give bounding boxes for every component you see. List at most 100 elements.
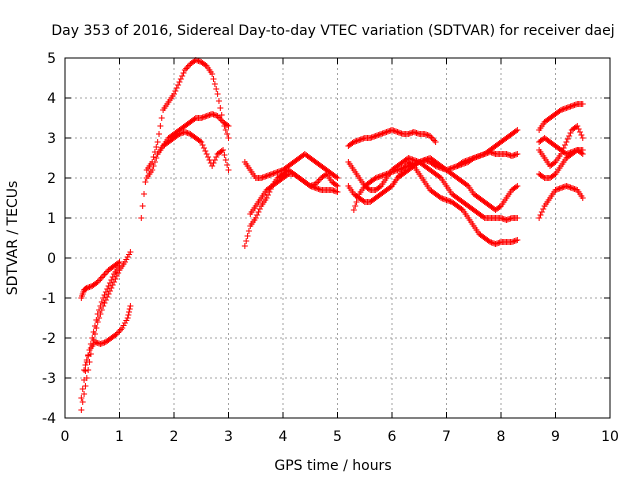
data-point [98,274,105,281]
data-point [83,359,90,365]
y-tick-label: -2 [42,331,56,347]
data-point [562,142,569,148]
x-tick-label: 9 [551,429,560,445]
data-point [215,98,222,104]
data-point [149,167,156,173]
data-point [436,174,443,180]
data-point [225,167,232,173]
chart-title: Day 353 of 2016, Sidereal Day-to-day VTE… [51,23,614,39]
x-tick-label: 7 [442,429,451,445]
data-point [142,179,149,185]
data-point [173,85,180,91]
data-point [263,195,270,201]
data-point [429,136,436,142]
data-point [222,127,229,133]
data-point [514,183,521,189]
data-point [82,368,89,374]
data-point [200,145,207,151]
data-point [224,122,231,128]
data-point [157,123,164,129]
grid [65,58,610,418]
data-point [116,263,123,269]
data-point [179,73,186,79]
data-point [353,199,360,205]
data-point [333,174,340,180]
data-point [205,154,212,160]
data-point [127,303,134,309]
data-point [151,159,158,165]
x-tick-label: 3 [224,429,233,445]
data-point [225,123,232,129]
series-sat-b [78,259,123,301]
data-point [540,174,547,180]
data-point [252,215,259,221]
data-point [333,182,340,188]
data-point [512,184,519,190]
data-point [578,132,585,138]
data-point [82,383,89,389]
data-point [109,274,116,280]
series-sat-i [241,151,341,181]
data-point [139,203,146,209]
axis-ticks: 0 1 2 3 4 5 6 7 8 9 10 -4 -3 -2 -1 0 1 2 3 4 5 [42,51,619,445]
series-sat-o [389,155,521,213]
data-point [514,151,521,157]
data-point [578,150,585,156]
data-point [180,70,187,76]
data-point [198,139,205,145]
y-tick-label: 5 [47,51,56,67]
data-point [563,139,570,145]
series-sat-n [350,149,521,213]
series-sat-u [536,147,586,181]
data-point [218,148,225,154]
y-tick-label: 3 [47,131,56,147]
data-point [210,76,217,82]
data-point [334,189,341,195]
series-sat-p [454,127,521,169]
data-point [480,214,487,220]
data-point [79,399,86,405]
data-point [102,270,109,276]
data-point [575,126,582,132]
data-point [90,329,97,335]
data-point [176,79,183,85]
series-sat-d [78,263,123,401]
series-sat-f [143,111,232,181]
series-sat-s [536,183,586,221]
data-point [224,131,231,137]
data-point [243,238,250,244]
data-point [334,183,341,189]
data-point [574,123,581,129]
x-tick-label: 8 [497,429,506,445]
data-point [100,295,107,301]
data-point [106,280,113,286]
data-point [365,186,372,192]
y-tick-label: -4 [42,411,56,427]
data-point [256,206,263,212]
data-point [350,207,357,213]
data-point [579,195,586,201]
data-point [551,172,558,178]
data-point [124,315,131,321]
data-point [213,86,220,92]
data-point [91,323,98,329]
data-point [175,82,182,88]
data-point [540,206,547,212]
y-tick-label: 1 [47,211,56,227]
data-point [564,136,571,142]
data-point [538,209,545,215]
data-point [496,204,503,210]
data-point [220,147,227,153]
data-point [171,91,177,97]
data-point [458,206,465,212]
data-point [79,386,86,392]
x-tick-label: 1 [115,429,124,445]
data-point [566,133,573,139]
data-point [214,113,221,119]
data-point [101,292,108,298]
x-tick-label: 0 [61,429,70,445]
data-point [181,67,188,73]
data-point [211,81,218,87]
data-point [191,116,198,122]
data-point [214,91,221,97]
